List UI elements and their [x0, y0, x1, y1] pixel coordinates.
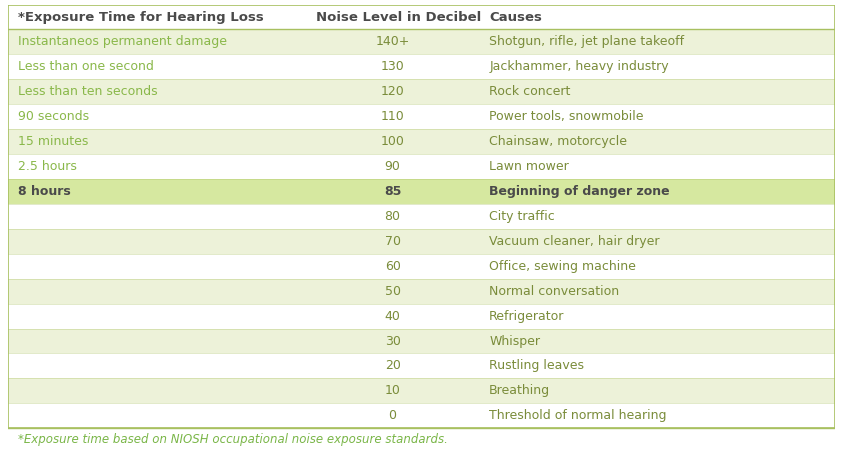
Text: *Exposure Time for Hearing Loss: *Exposure Time for Hearing Loss — [19, 10, 264, 24]
Text: City traffic: City traffic — [489, 210, 555, 223]
Bar — [8, 279, 835, 304]
Text: Normal conversation: Normal conversation — [489, 285, 620, 298]
Text: 40: 40 — [384, 310, 400, 323]
Text: 100: 100 — [381, 135, 405, 148]
Text: Noise Level in Decibel: Noise Level in Decibel — [316, 10, 481, 24]
Bar — [8, 354, 835, 379]
Text: Less than one second: Less than one second — [19, 60, 154, 74]
Bar — [8, 329, 835, 354]
Text: 120: 120 — [381, 85, 405, 98]
Text: Power tools, snowmobile: Power tools, snowmobile — [489, 110, 644, 123]
Bar — [8, 54, 835, 79]
Text: 80: 80 — [384, 210, 400, 223]
Text: Refrigerator: Refrigerator — [489, 310, 565, 323]
Text: Rock concert: Rock concert — [489, 85, 571, 98]
Text: 90 seconds: 90 seconds — [19, 110, 89, 123]
Text: Whisper: Whisper — [489, 335, 540, 347]
Text: Less than ten seconds: Less than ten seconds — [19, 85, 158, 98]
Text: 50: 50 — [384, 285, 400, 298]
Text: 8 hours: 8 hours — [19, 185, 71, 198]
Text: 30: 30 — [384, 335, 400, 347]
Text: Lawn mower: Lawn mower — [489, 160, 569, 173]
Bar — [8, 179, 835, 204]
Bar — [8, 229, 835, 254]
Text: Breathing: Breathing — [489, 385, 550, 397]
Text: Office, sewing machine: Office, sewing machine — [489, 260, 636, 273]
Text: *Exposure time based on NIOSH occupational noise exposure standards.: *Exposure time based on NIOSH occupation… — [19, 433, 448, 446]
Text: 70: 70 — [384, 235, 400, 248]
Bar — [8, 104, 835, 129]
Text: Beginning of danger zone: Beginning of danger zone — [489, 185, 670, 198]
Text: Threshold of normal hearing: Threshold of normal hearing — [489, 410, 667, 422]
Bar — [8, 79, 835, 104]
Text: 85: 85 — [384, 185, 401, 198]
Text: 110: 110 — [381, 110, 405, 123]
Text: 60: 60 — [384, 260, 400, 273]
Bar — [8, 204, 835, 229]
Text: Rustling leaves: Rustling leaves — [489, 360, 584, 372]
Bar — [8, 30, 835, 54]
Text: 2.5 hours: 2.5 hours — [19, 160, 78, 173]
Text: Vacuum cleaner, hair dryer: Vacuum cleaner, hair dryer — [489, 235, 660, 248]
Text: Jackhammer, heavy industry: Jackhammer, heavy industry — [489, 60, 668, 74]
Bar — [8, 129, 835, 154]
Text: Instantaneos permanent damage: Instantaneos permanent damage — [19, 35, 228, 49]
Text: 0: 0 — [389, 410, 396, 422]
Text: 130: 130 — [381, 60, 405, 74]
Bar — [8, 403, 835, 428]
Text: Causes: Causes — [489, 10, 542, 24]
Bar — [8, 379, 835, 403]
Text: 20: 20 — [384, 360, 400, 372]
Text: 10: 10 — [384, 385, 400, 397]
Bar — [8, 154, 835, 179]
Text: 90: 90 — [384, 160, 400, 173]
Text: 140+: 140+ — [375, 35, 410, 49]
Bar — [8, 5, 835, 30]
Bar — [8, 304, 835, 329]
Text: Shotgun, rifle, jet plane takeoff: Shotgun, rifle, jet plane takeoff — [489, 35, 685, 49]
Text: 15 minutes: 15 minutes — [19, 135, 89, 148]
Text: Chainsaw, motorcycle: Chainsaw, motorcycle — [489, 135, 627, 148]
Bar — [8, 254, 835, 279]
